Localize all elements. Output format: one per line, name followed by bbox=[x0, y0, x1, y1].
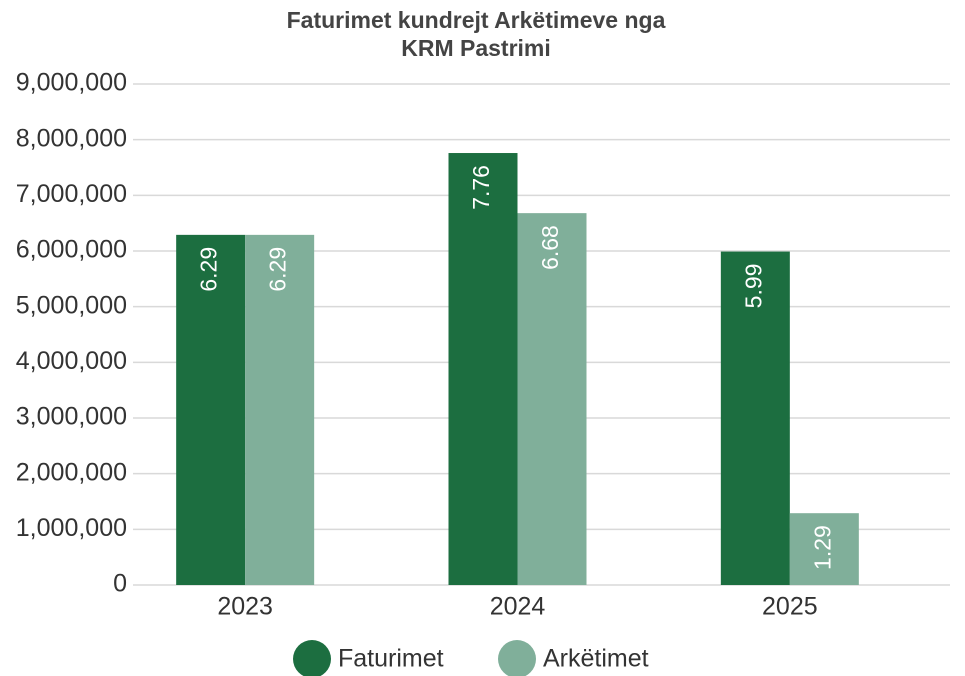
bar bbox=[789, 513, 859, 585]
y-tick-label: 8,000,000 bbox=[16, 124, 127, 152]
legend-marker bbox=[293, 640, 331, 676]
data-label: 6.29 bbox=[265, 247, 291, 292]
data-label: 7.76 bbox=[468, 165, 494, 210]
x-tick-label: 2023 bbox=[217, 593, 273, 621]
y-tick-label: 0 bbox=[113, 570, 127, 598]
chart-title: KRM Pastrimi bbox=[401, 35, 551, 61]
x-tick-label: 2025 bbox=[762, 593, 818, 621]
y-tick-label: 7,000,000 bbox=[16, 180, 127, 208]
data-label: 6.29 bbox=[196, 247, 222, 292]
y-tick-label: 4,000,000 bbox=[16, 347, 127, 375]
y-tick-label: 1,000,000 bbox=[16, 514, 127, 542]
bar bbox=[176, 234, 246, 585]
bar bbox=[720, 251, 790, 585]
y-tick-label: 5,000,000 bbox=[16, 291, 127, 319]
data-label: 5.99 bbox=[740, 264, 766, 309]
bar bbox=[448, 153, 518, 585]
legend-label: Faturimet bbox=[338, 645, 444, 673]
y-tick-label: 2,000,000 bbox=[16, 458, 127, 486]
bar bbox=[245, 234, 315, 585]
data-label: 6.68 bbox=[537, 225, 563, 270]
legend-marker bbox=[498, 640, 536, 676]
chart-title: Faturimet kundrejt Arkëtimeve nga bbox=[287, 7, 666, 33]
x-tick-label: 2024 bbox=[490, 593, 546, 621]
legend-label: Arkëtimet bbox=[543, 645, 649, 673]
bar bbox=[517, 213, 587, 585]
y-tick-label: 6,000,000 bbox=[16, 236, 127, 264]
y-tick-label: 9,000,000 bbox=[16, 69, 127, 97]
y-tick-label: 3,000,000 bbox=[16, 403, 127, 431]
data-label: 1.29 bbox=[809, 525, 835, 570]
